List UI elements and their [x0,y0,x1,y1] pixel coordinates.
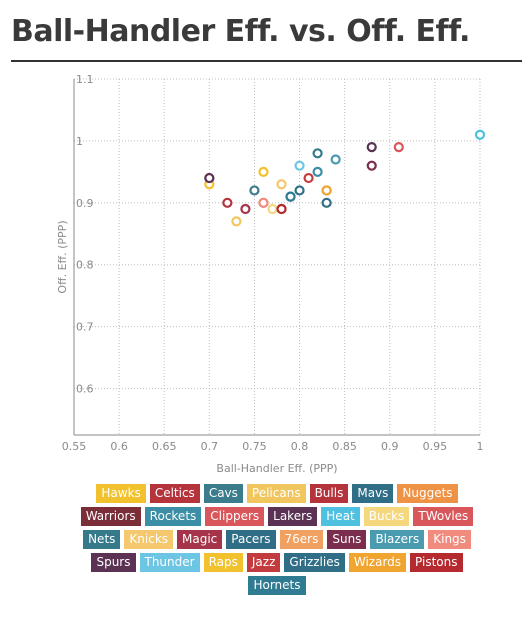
data-point-kings[interactable]: Kings [258,197,269,208]
tick-labels: 0.55 0.6 0.65 0.7 0.75 0.8 0.85 0.9 0.95 1 1.1 1 0.9… [62,73,484,453]
data-point-heat[interactable]: Heat [474,129,486,140]
y-axis-label: Off. Eff. (PPP) [56,220,69,293]
data-point-pacers[interactable]: Pacers [321,197,332,208]
x-axis-label: Ball-Handler Eff. (PPP) [216,462,337,475]
legend-item-raps[interactable]: Raps [203,553,243,572]
x-tick-label: 0.6 [110,440,128,453]
data-point-blazers[interactable]: Blazers [330,154,341,165]
x-tick-label: 0.95 [423,440,448,453]
x-tick-label: 0.85 [332,440,357,453]
axes [73,79,480,436]
legend-item-cavs[interactable]: Cavs [203,484,243,503]
legend-item-nets[interactable]: Nets [83,530,121,549]
page-title: Ball-Handler Eff. vs. Off. Eff. [11,14,470,49]
x-tick-label: 0.75 [242,440,267,453]
data-point-bucks[interactable]: Bucks [267,203,278,215]
data-point-suns[interactable]: Suns [366,160,377,171]
legend-item-76ers[interactable]: 76ers [279,530,324,549]
legend-item-clippers[interactable]: Clippers [205,507,265,526]
data-point-raps[interactable]: Raps [258,166,269,177]
x-tick-label: 0.8 [291,440,309,453]
grid [74,78,481,435]
y-tick-label: 0.9 [76,197,94,210]
data-point-knicks[interactable]: Knicks [276,179,287,190]
data-point-pistons[interactable]: Pistons [276,203,287,215]
legend-item-knicks[interactable]: Knicks [124,530,174,549]
data-point-pelicans[interactable]: Pelicans [231,216,242,227]
data-point-lakers[interactable]: Lakers [366,142,377,153]
legend-item-heat[interactable]: Heat [321,507,360,526]
legend-item-bulls[interactable]: Bulls [309,484,349,503]
legend-item-hornets[interactable]: Hornets [248,576,306,595]
y-tick-label: 0.6 [76,383,94,396]
legend-item-rockets[interactable]: Rockets [144,507,202,526]
legend: Hawks Celtics Cavs Pelicans Bulls Mavs Nuggets… [72,484,482,595]
legend-item-kings[interactable]: Kings [428,530,471,549]
legend-item-celtics[interactable]: Celtics [149,484,200,503]
legend-item-suns[interactable]: Suns [327,530,367,549]
x-tick-label: 0.7 [201,440,219,453]
legend-item-wizards[interactable]: Wizards [348,553,407,572]
data-point-thunder[interactable]: Thunder [294,160,305,171]
data-point-celtics[interactable]: Celtics [222,197,233,208]
legend-item-jazz[interactable]: Jazz [246,553,281,572]
legend-item-thunder[interactable]: Thunder [139,553,200,572]
legend-item-nuggets[interactable]: Nuggets [397,484,458,503]
legend-item-hawks[interactable]: Hawks [96,484,146,503]
legend-item-pelicans[interactable]: Pelicans [246,484,306,503]
legend-item-grizzlies[interactable]: Grizzlies [284,553,345,572]
y-tick-label: 0.7 [76,321,94,334]
data-point-nets[interactable]: Nets [312,148,323,159]
x-tick-label: 0.55 [62,440,87,453]
data-point-grizzlies[interactable]: Grizzlies [294,185,305,196]
data-point-wizards[interactable]: Wizards [321,185,332,196]
scatter-chart: 0.55 0.6 0.65 0.7 0.75 0.8 0.85 0.9 0.95 1 1.1 1 0.9… [56,73,486,475]
y-tick-label: 0.8 [76,259,94,272]
x-tick-label: 0.65 [152,440,177,453]
legend-item-warriors[interactable]: Warriors [80,507,141,526]
data-point-spurs[interactable]: Spurs [204,172,215,184]
data-point-hornets[interactable]: Hornets [285,191,296,202]
legend-item-lakers[interactable]: Lakers [268,507,318,526]
data-point-jazz[interactable]: Jazz [303,172,314,184]
data-point-cavs[interactable]: Cavs [249,185,260,196]
data-point-magic[interactable]: Magic [240,203,251,215]
legend-item-spurs[interactable]: Spurs [91,553,136,572]
y-tick-label: 1 [76,135,83,148]
data-point-twovles[interactable]: TWovles [393,142,404,153]
legend-item-blazers[interactable]: Blazers [370,530,425,549]
legend-item-twovles[interactable]: TWovles [413,507,474,526]
legend-item-pacers[interactable]: Pacers [226,530,276,549]
legend-item-bucks[interactable]: Bucks [363,507,410,526]
data-point-rockets[interactable]: Rockets [312,166,323,177]
legend-item-mavs[interactable]: Mavs [352,484,394,503]
data-points: HawksCelticsCavsPelicansBullsMavsNuggets… [204,129,486,227]
x-tick-label: 0.9 [381,440,399,453]
x-tick-label: 1 [477,440,484,453]
legend-item-pistons[interactable]: Pistons [410,553,463,572]
legend-item-magic[interactable]: Magic [177,530,223,549]
title-divider [11,60,522,62]
y-tick-label: 1.1 [76,73,94,86]
